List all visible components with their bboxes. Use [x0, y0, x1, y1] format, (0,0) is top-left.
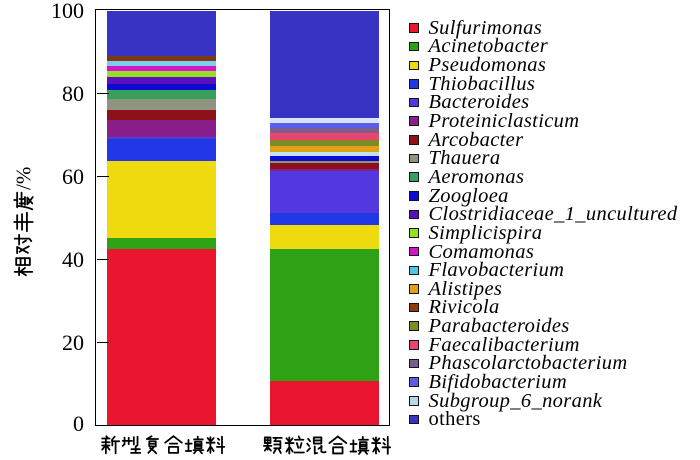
svg-text:/%: /% [13, 167, 35, 190]
